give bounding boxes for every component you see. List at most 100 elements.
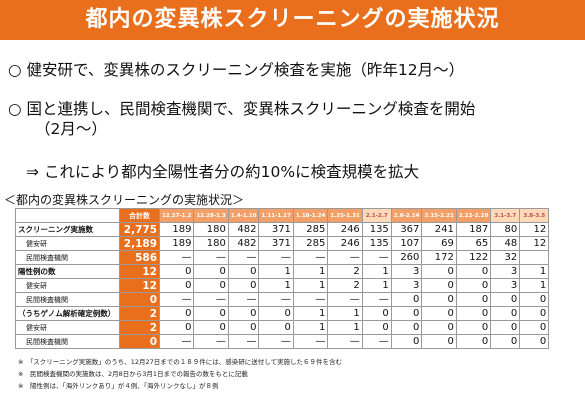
cell-value: 32 <box>490 250 521 265</box>
cell-value: — <box>158 292 195 307</box>
row-total: 2 <box>119 320 160 335</box>
cell-value: 0 <box>421 334 457 349</box>
cell-value: 0 <box>455 334 492 349</box>
cell-value: 107 <box>390 236 423 251</box>
table-caption: ＜都内の変異株スクリーニングの実施状況＞ <box>4 193 245 207</box>
header-period: 1.4-1.10 <box>227 208 260 223</box>
cell-value: 285 <box>292 222 329 237</box>
cell-value: — <box>193 292 229 307</box>
cell-value: 0 <box>361 306 392 321</box>
cell-value: — <box>227 292 260 307</box>
cell-value: 0 <box>193 320 229 335</box>
cell-value: 1 <box>292 306 329 321</box>
cell-value: 0 <box>390 306 423 321</box>
table-row: 陽性例の数 12 0 0 0 1 1 2 1 3 0 0 3 1 <box>15 264 550 279</box>
header-period: 1.18-1.24 <box>292 208 329 223</box>
cell-value: 0 <box>490 292 521 307</box>
cell-value: — <box>258 292 294 307</box>
table-row: 民間検査機関 586— — — — — — —260 172 122 32 <box>15 250 550 265</box>
cell-value: 371 <box>258 222 294 237</box>
table-row: 健安研 2,189 189 180 482 371 285 246 135 107 69 65 48 12 <box>15 236 550 251</box>
cell-value: 0 <box>193 306 229 321</box>
cell-value: 371 <box>258 236 294 251</box>
cell-value: 135 <box>361 236 392 251</box>
cell-value: 0 <box>158 278 195 293</box>
cell-value: 0 <box>519 306 550 321</box>
cell-value: 0 <box>421 320 457 335</box>
row-label: 健安研 <box>15 320 120 335</box>
bullet-1-mark: ○ <box>8 61 22 79</box>
cell-value: 0 <box>455 264 492 279</box>
cell-value: 69 <box>421 236 457 251</box>
cell-value: 0 <box>227 320 260 335</box>
table-row: スクリーニング実施数 2,775 189 180 482 371 285 246 135 367 2… <box>15 222 550 237</box>
cell-value: 0 <box>490 306 521 321</box>
header-period: 2.15-2.21 <box>421 208 457 223</box>
row-total: 0 <box>119 334 160 349</box>
cell-value: 241 <box>421 222 457 237</box>
cell-value: — <box>292 250 329 265</box>
header-period: 12.27-1.2 <box>158 208 195 223</box>
cell-value: 189 <box>158 236 195 251</box>
table-header-row: 合計数 12.27-1.2 12.28-1.3 1.4-1.10 1.11-1.17 1… <box>15 208 550 223</box>
cell-value: 0 <box>390 292 423 307</box>
cell-value: 0 <box>193 264 229 279</box>
header-period: 1.25-1.31 <box>327 208 363 223</box>
header-period: 2.22-2.28 <box>455 208 492 223</box>
cell-value: 0 <box>490 320 521 335</box>
row-total: 12 <box>119 264 160 279</box>
footnote-2: ※ 民間検査機関の実施数は、2月8日から3月1日までの報告の数をもとに記載 <box>18 370 248 378</box>
cell-value: 367 <box>390 222 423 237</box>
cell-value: 180 <box>193 222 229 237</box>
row-total: 2,189 <box>119 236 160 251</box>
cell-value: 135 <box>361 222 392 237</box>
cell-value: 0 <box>258 320 294 335</box>
cell-value: 122 <box>455 250 492 265</box>
cell-value: — <box>158 250 195 265</box>
row-label: 民間検査機関 <box>15 250 120 265</box>
cell-value: 0 <box>455 278 492 293</box>
cell-value: 285 <box>292 236 329 251</box>
cell-value: 65 <box>455 236 492 251</box>
table-row: 民間検査機関 0— — — — — — —0 0 0 0 0 <box>15 292 550 307</box>
cell-value: 0 <box>193 278 229 293</box>
cell-value: — <box>193 334 229 349</box>
cell-value: — <box>158 334 195 349</box>
bullet-2-mark: ○ <box>8 100 22 118</box>
cell-value: 246 <box>327 236 363 251</box>
header-blank <box>15 208 120 223</box>
cell-value: — <box>327 250 363 265</box>
cell-value: — <box>292 292 329 307</box>
cell-value: 2 <box>327 264 363 279</box>
cell-value: — <box>227 250 260 265</box>
cell-value: 3 <box>390 278 423 293</box>
footnote-1: ※ 「スクリーニング実施数」のうち、12月27日までの１８９件には、感染研に送付… <box>18 358 343 366</box>
cell-value: 1 <box>361 278 392 293</box>
cell-value: — <box>258 250 294 265</box>
cell-value: 172 <box>421 250 457 265</box>
cell-value: 0 <box>227 278 260 293</box>
table-row: 民間検査機関 0— — — — — — —0 0 0 0 0 <box>15 334 550 349</box>
cell-value: 189 <box>158 222 195 237</box>
table-body: スクリーニング実施数 2,775 189 180 482 371 285 246 135 367 2… <box>15 222 550 349</box>
cell-value: — <box>327 292 363 307</box>
cell-value: 260 <box>390 250 423 265</box>
bullet-2: ○ 国と連携し、民間検査機関で、変異株スクリーニング検査を開始 （2月～） <box>8 99 475 139</box>
cell-value: 0 <box>421 292 457 307</box>
cell-value: 1 <box>258 264 294 279</box>
cell-value: — <box>327 334 363 349</box>
cell-value: 48 <box>490 236 521 251</box>
row-label: 健安研 <box>15 278 120 293</box>
cell-value: 482 <box>227 222 260 237</box>
cell-value: 80 <box>490 222 521 237</box>
header-period: 3.1-3.7 <box>490 208 521 223</box>
footnotes: ※ 「スクリーニング実施数」のうち、12月27日までの１８９件には、感染研に送付… <box>18 356 342 392</box>
cell-value: 12 <box>519 222 550 237</box>
cell-value: 1 <box>519 264 550 279</box>
table-row: 健安研 2 0 0 0 0 1 1 0 0 0 0 0 0 <box>15 320 550 335</box>
sub-bullet: ⇒ これにより都内全陽性者分の約10%に検査規模を拡大 <box>26 160 419 182</box>
cell-value: 180 <box>193 236 229 251</box>
arrow-icon: ⇒ <box>26 163 39 181</box>
cell-value: 1 <box>292 264 329 279</box>
row-label: （うちゲノム解析確定例数） <box>15 306 120 321</box>
